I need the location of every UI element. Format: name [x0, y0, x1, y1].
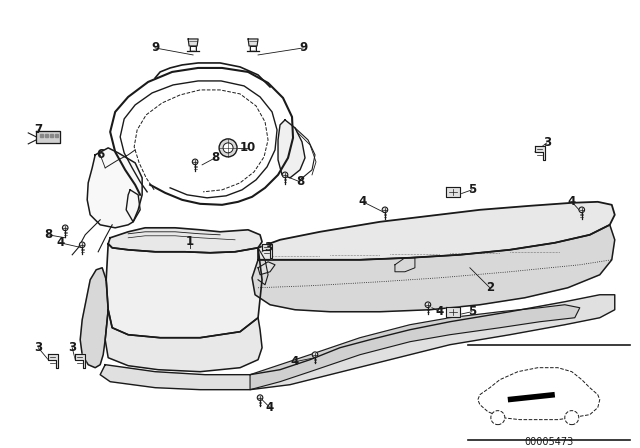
Polygon shape — [478, 368, 600, 420]
Text: 4: 4 — [56, 236, 65, 249]
Text: 8: 8 — [44, 228, 52, 241]
Circle shape — [491, 411, 505, 425]
Polygon shape — [87, 148, 142, 228]
Polygon shape — [108, 228, 262, 253]
Polygon shape — [76, 354, 85, 368]
Circle shape — [223, 143, 233, 153]
Polygon shape — [48, 354, 58, 368]
Polygon shape — [40, 134, 43, 137]
Polygon shape — [446, 187, 460, 197]
Polygon shape — [106, 244, 262, 338]
Text: 3: 3 — [68, 341, 76, 354]
Circle shape — [564, 411, 579, 425]
Circle shape — [312, 352, 318, 358]
Text: 5: 5 — [468, 183, 476, 196]
Polygon shape — [188, 39, 198, 46]
Polygon shape — [258, 262, 275, 275]
Text: 9: 9 — [299, 42, 307, 55]
Text: 7: 7 — [34, 123, 42, 136]
Ellipse shape — [164, 291, 186, 299]
Circle shape — [382, 207, 388, 213]
Text: 6: 6 — [96, 148, 104, 161]
Circle shape — [425, 302, 431, 307]
Polygon shape — [250, 305, 580, 390]
Circle shape — [257, 395, 263, 401]
Polygon shape — [100, 295, 615, 390]
Text: 10: 10 — [240, 142, 256, 155]
Polygon shape — [50, 134, 52, 137]
Polygon shape — [80, 268, 108, 368]
Text: 8: 8 — [296, 175, 304, 188]
Text: 4: 4 — [266, 401, 274, 414]
Text: 3: 3 — [543, 136, 551, 149]
Text: 8: 8 — [211, 151, 220, 164]
Polygon shape — [262, 244, 272, 258]
Text: 2: 2 — [486, 281, 494, 294]
Polygon shape — [55, 134, 58, 137]
Text: 5: 5 — [468, 305, 476, 318]
Polygon shape — [278, 120, 305, 178]
Circle shape — [79, 242, 85, 248]
Polygon shape — [258, 202, 615, 260]
Circle shape — [192, 159, 198, 165]
Polygon shape — [45, 134, 48, 137]
Text: 3: 3 — [34, 341, 42, 354]
Circle shape — [282, 172, 288, 178]
Circle shape — [63, 225, 68, 231]
Circle shape — [579, 207, 584, 213]
Polygon shape — [105, 310, 262, 372]
Text: 00005473: 00005473 — [524, 437, 573, 447]
Polygon shape — [248, 39, 258, 46]
Polygon shape — [36, 131, 60, 143]
Polygon shape — [446, 307, 460, 317]
Text: 9: 9 — [151, 42, 159, 55]
Text: 4: 4 — [291, 355, 299, 368]
Text: 4: 4 — [568, 195, 576, 208]
Text: 3: 3 — [264, 241, 272, 254]
Polygon shape — [252, 225, 615, 312]
Text: 1: 1 — [186, 235, 194, 248]
Text: 4: 4 — [436, 305, 444, 318]
Polygon shape — [535, 146, 545, 160]
Circle shape — [219, 139, 237, 157]
Text: 4: 4 — [359, 195, 367, 208]
